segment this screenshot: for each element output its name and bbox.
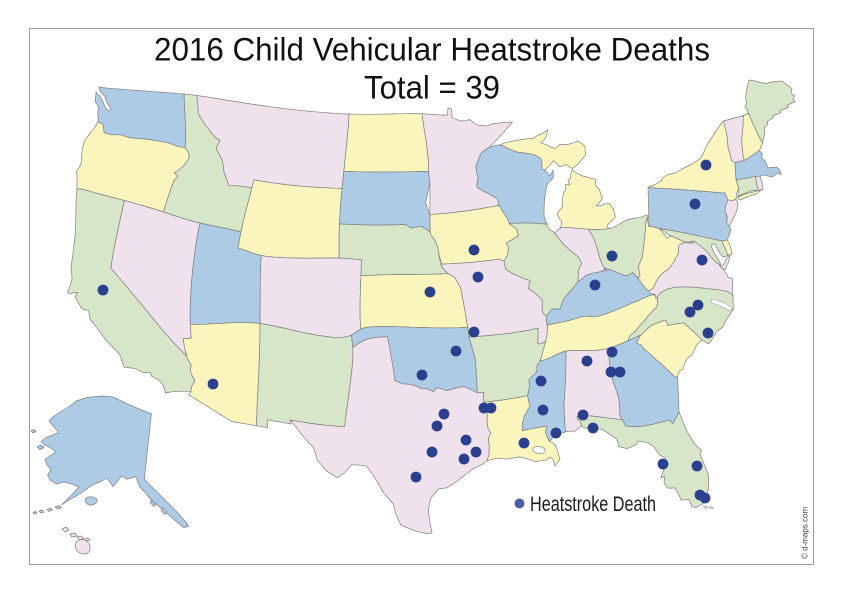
svg-text:Total = 39: Total = 39 — [364, 70, 500, 106]
svg-text:2016 Child Vehicular Heatstrok: 2016 Child Vehicular Heatstroke Deaths — [154, 32, 710, 68]
svg-text:© d-maps.com: © d-maps.com — [801, 507, 810, 559]
svg-text:Heatstroke Death: Heatstroke Death — [530, 493, 656, 516]
